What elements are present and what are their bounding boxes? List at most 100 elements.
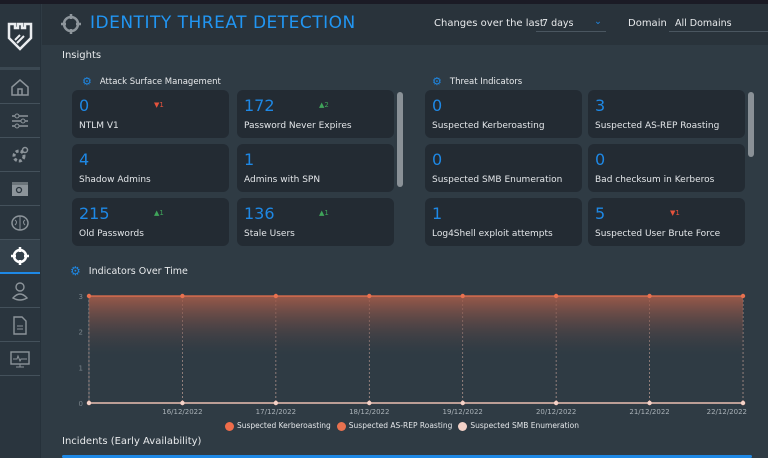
card-label: Password Never Expires <box>244 121 352 131</box>
card-label: Stale Users <box>244 229 295 239</box>
insight-card[interactable]: 0 NTLM V1 ▼1 <box>72 90 229 138</box>
sidebar-item-search-window[interactable] <box>0 172 40 206</box>
sidebar-item-user[interactable] <box>0 274 40 308</box>
attack-surface-header: ⚙ Attack Surface Management <box>82 75 221 88</box>
x-tick-label: 21/12/2022 <box>629 408 669 416</box>
insight-card[interactable]: 172 Password Never Expires ▲2 <box>237 90 394 138</box>
card-value: 3 <box>595 96 606 115</box>
domain-select[interactable]: All Domains <box>669 16 768 32</box>
card-value: 215 <box>79 204 110 223</box>
gear-icon <box>12 146 29 162</box>
insights-title: Insights <box>62 50 102 61</box>
chart-legend: Suspected Kerberoasting Suspected AS-REP … <box>225 421 579 431</box>
arrow-up-icon: ▲ <box>319 101 325 109</box>
card-value: 0 <box>432 150 443 169</box>
card-value: 136 <box>244 204 275 223</box>
data-point <box>460 293 465 299</box>
indicators-header: ⚙ Indicators Over Time <box>70 264 188 278</box>
arrow-up-icon: ▲ <box>319 209 325 217</box>
data-point <box>86 293 92 299</box>
card-label: Suspected AS-REP Roasting <box>595 121 720 131</box>
data-point <box>460 400 465 406</box>
legend-item[interactable]: Suspected SMB Enumeration <box>458 421 579 431</box>
attack-surface-scrollbar[interactable] <box>397 92 403 187</box>
insight-card[interactable]: 215 Old Passwords ▲1 <box>72 198 229 246</box>
section-title: Threat Indicators <box>449 76 523 87</box>
arrow-down-icon: ▼ <box>670 209 676 217</box>
delta-value: 1 <box>159 101 164 109</box>
x-tick-label: 20/12/2022 <box>536 408 576 416</box>
data-point <box>553 293 559 299</box>
y-tick-label: 3 <box>79 293 83 301</box>
period-value: 7 days <box>542 18 574 29</box>
incidents-panel-top <box>62 455 752 458</box>
card-value: 4 <box>79 150 90 169</box>
insight-card[interactable]: 5 Suspected User Brute Force ▼1 <box>588 198 745 246</box>
data-point <box>740 293 746 299</box>
insight-card[interactable]: 4 Shadow Admins <box>72 144 229 192</box>
card-label: Shadow Admins <box>79 175 151 185</box>
header: IDENTITY THREAT DETECTION Changes over t… <box>42 4 768 45</box>
data-point <box>740 400 746 406</box>
app-logo[interactable] <box>0 4 40 70</box>
card-delta: ▲1 <box>154 209 164 217</box>
card-label: Suspected Kerberoasting <box>432 121 545 131</box>
arrow-down-icon: ▼ <box>154 101 160 109</box>
document-icon <box>13 315 27 335</box>
card-delta: ▲2 <box>319 101 329 109</box>
data-point <box>647 400 652 406</box>
card-label: NTLM V1 <box>79 121 119 131</box>
insight-card[interactable]: 1 Log4Shell exploit attempts <box>425 198 582 246</box>
insight-card[interactable]: 0 Suspected SMB Enumeration <box>425 144 582 192</box>
gear-icon: ⚙ <box>70 264 81 278</box>
sidebar-item-sliders[interactable] <box>0 104 40 138</box>
top-strip <box>0 0 768 4</box>
card-value: 0 <box>595 150 606 169</box>
gear-icon: ⚙ <box>432 75 442 88</box>
sidebar-item-document[interactable] <box>0 308 40 342</box>
threat-indicators-scrollbar[interactable] <box>748 92 754 157</box>
insight-card[interactable]: 0 Bad checksum in Kerberos <box>588 144 745 192</box>
period-select[interactable]: 7 days ⌄ <box>536 16 606 32</box>
gear-icon: ⚙ <box>82 75 92 88</box>
delta-value: 1 <box>159 209 164 217</box>
sidebar-item-crosshair[interactable] <box>0 240 40 274</box>
card-label: Suspected User Brute Force <box>595 229 721 239</box>
card-label: Suspected SMB Enumeration <box>432 175 563 185</box>
card-label: Admins with SPN <box>244 175 321 185</box>
insight-card[interactable]: 0 Suspected Kerberoasting <box>425 90 582 138</box>
data-point <box>647 293 652 299</box>
sidebar-item-brain[interactable] <box>0 206 40 240</box>
y-tick-label: 1 <box>79 364 83 372</box>
legend-label: Suspected SMB Enumeration <box>470 421 579 430</box>
data-point <box>367 293 372 299</box>
delta-value: 2 <box>324 101 329 109</box>
brain-icon <box>11 214 29 231</box>
y-tick-label: 0 <box>79 400 83 408</box>
insight-card[interactable]: 136 Stale Users ▲1 <box>237 198 394 246</box>
legend-swatch <box>336 421 346 431</box>
data-point <box>273 400 279 406</box>
legend-swatch <box>458 421 468 431</box>
crosshair-icon <box>11 247 29 265</box>
legend-label: Suspected Kerberoasting <box>237 421 331 430</box>
legend-item[interactable]: Suspected AS-REP Roasting <box>336 421 452 431</box>
insight-card[interactable]: 1 Admins with SPN <box>237 144 394 192</box>
section-title: Attack Surface Management <box>99 76 221 87</box>
sidebar-item-gear[interactable] <box>0 138 40 172</box>
y-tick-label: 2 <box>79 329 83 337</box>
card-delta: ▼1 <box>154 101 164 109</box>
data-point <box>180 400 185 406</box>
search-window-icon <box>12 181 28 196</box>
legend-item[interactable]: Suspected Kerberoasting <box>225 421 331 431</box>
sidebar-item-monitor[interactable] <box>0 342 40 376</box>
sliders-icon <box>12 113 28 128</box>
data-point <box>86 400 92 406</box>
card-value: 1 <box>432 204 443 223</box>
sidebar-item-home[interactable] <box>0 70 40 104</box>
indicators-chart: 0 1 2 3 16/12/2022 17/12/2022 18/12/2022 19/12/… <box>79 293 747 416</box>
series-area <box>89 296 743 403</box>
data-point <box>553 400 559 406</box>
crosshair-icon <box>60 13 82 39</box>
insight-card[interactable]: 3 Suspected AS-REP Roasting <box>588 90 745 138</box>
